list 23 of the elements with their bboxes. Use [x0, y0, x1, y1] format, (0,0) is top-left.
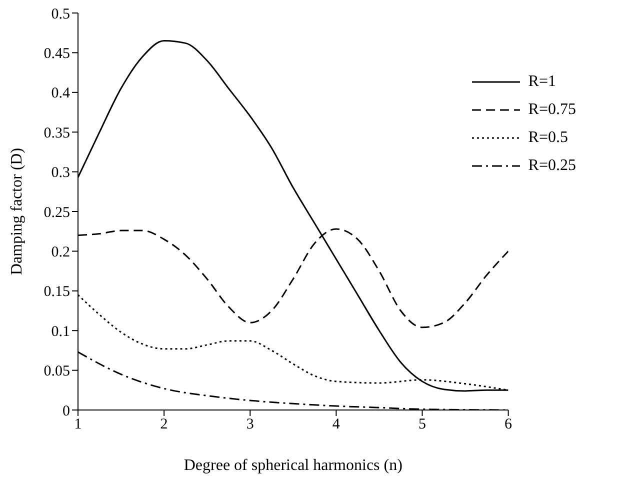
- x-tick-label: 5: [418, 416, 426, 433]
- x-tick-label: 3: [246, 416, 254, 433]
- legend-label: R=0.75: [528, 101, 576, 119]
- y-tick-label: 0.45: [44, 46, 70, 62]
- y-tick-label: 0.05: [44, 364, 70, 380]
- y-tick-label: 0.35: [44, 125, 70, 142]
- y-tick-label: 0: [62, 403, 70, 420]
- y-axis-title: Damping factor (D): [8, 148, 26, 276]
- y-tick-label: 0.5: [51, 6, 70, 22]
- y-tick-label: 0.2: [51, 244, 70, 261]
- y-tick-label: 0.4: [51, 86, 70, 102]
- x-tick-label: 2: [160, 416, 168, 433]
- y-tick-label: 0.25: [44, 204, 70, 221]
- x-tick-label: 4: [332, 416, 340, 433]
- legend-label: R=0.5: [528, 129, 568, 147]
- y-tick-label: 0.15: [44, 284, 70, 300]
- x-tick-label: 6: [504, 416, 513, 433]
- legend-label: R=1: [528, 73, 556, 91]
- x-axis-title: Degree of spherical harmonics (n): [184, 457, 402, 474]
- y-tick-label: 0.1: [51, 324, 70, 340]
- legend-label: R=0.25: [528, 157, 576, 175]
- y-tick-label: 0.3: [51, 165, 70, 182]
- x-tick-label: 1: [74, 416, 82, 433]
